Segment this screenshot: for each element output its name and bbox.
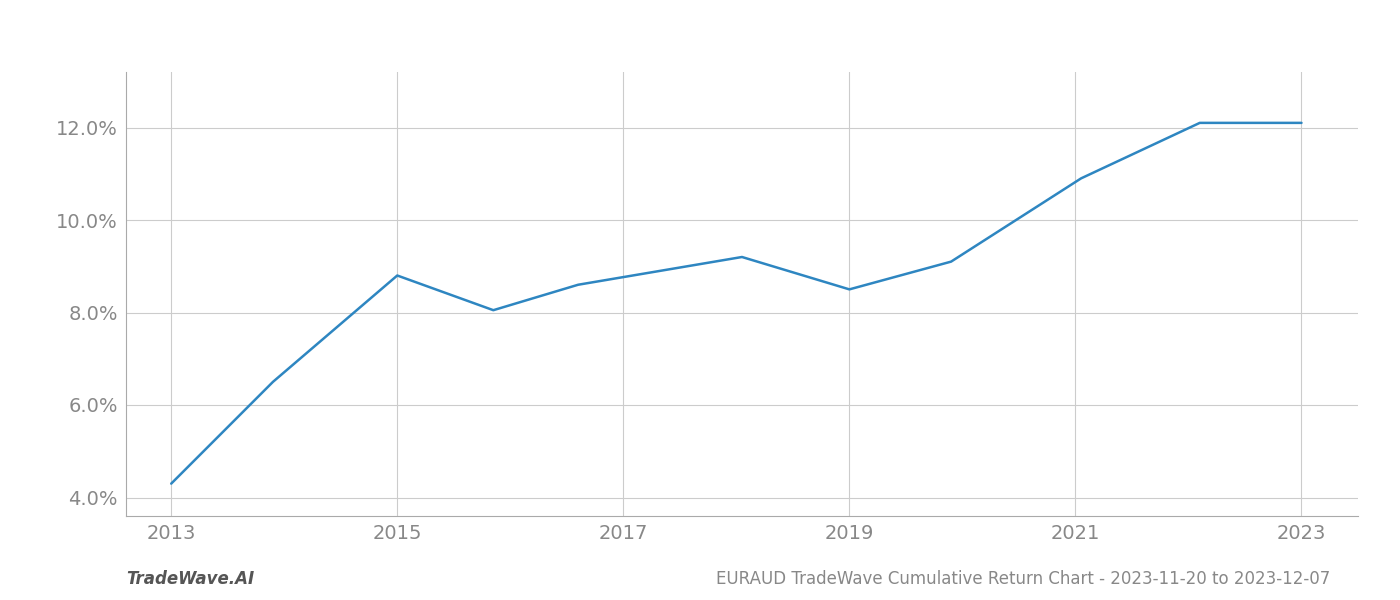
Text: EURAUD TradeWave Cumulative Return Chart - 2023-11-20 to 2023-12-07: EURAUD TradeWave Cumulative Return Chart… bbox=[715, 570, 1330, 588]
Text: TradeWave.AI: TradeWave.AI bbox=[126, 570, 255, 588]
